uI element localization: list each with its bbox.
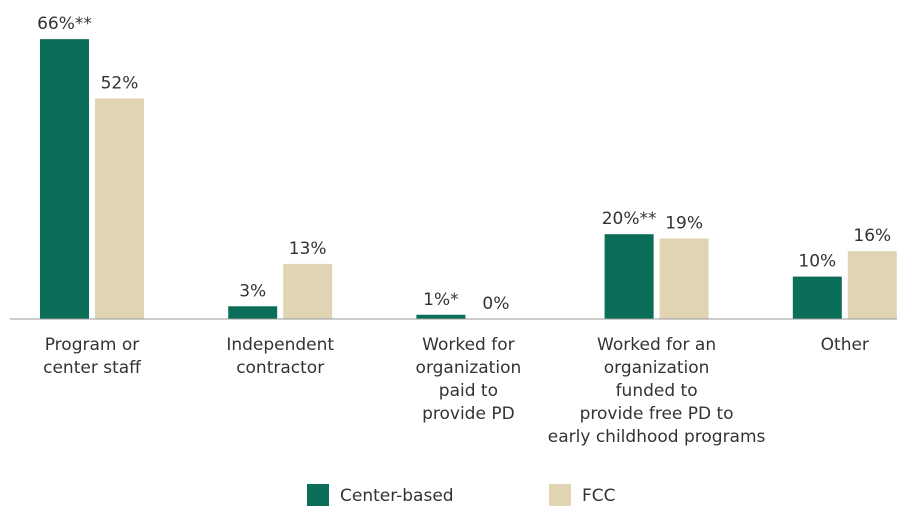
- x-tick-label: Worked for: [422, 335, 514, 355]
- x-tick-label: early childhood programs: [548, 427, 766, 447]
- legend-label: FCC: [582, 486, 616, 506]
- value-label: 66%**: [37, 14, 92, 34]
- x-tick-label: provide free PD to: [580, 404, 734, 424]
- x-tick-label: contractor: [236, 358, 324, 378]
- value-label: 1%*: [423, 290, 458, 310]
- x-tick-label: provide PD: [422, 404, 515, 424]
- bar: [416, 314, 466, 319]
- x-tick-label: funded to: [616, 381, 698, 401]
- bar: [228, 306, 278, 319]
- bar: [95, 98, 144, 320]
- legend-swatch: [307, 484, 329, 506]
- value-label: 52%: [101, 74, 139, 94]
- bar: [283, 263, 333, 319]
- bar: [40, 39, 89, 319]
- x-tick-label: paid to: [439, 381, 498, 401]
- x-tick-label: Worked for an: [597, 335, 716, 355]
- x-tick-label: Other: [821, 335, 869, 355]
- value-label: 3%: [239, 281, 266, 301]
- bar: [792, 276, 842, 319]
- x-tick-label: organization: [604, 358, 710, 378]
- value-label: 16%: [853, 226, 891, 246]
- x-tick-label: Independent: [226, 335, 334, 355]
- value-label: 0%: [482, 294, 509, 314]
- x-tick-label: organization: [416, 358, 522, 378]
- value-label: 10%: [798, 252, 836, 272]
- bar: [847, 251, 897, 319]
- x-tick-label: Program or: [45, 335, 140, 355]
- value-label: 19%: [665, 213, 703, 233]
- bar: [604, 234, 654, 319]
- legend-swatch: [549, 484, 571, 506]
- value-label: 20%**: [602, 209, 657, 229]
- x-tick-label: center staff: [43, 358, 142, 378]
- legend-label: Center-based: [340, 486, 454, 506]
- value-label: 13%: [289, 239, 327, 259]
- bar: [659, 238, 709, 319]
